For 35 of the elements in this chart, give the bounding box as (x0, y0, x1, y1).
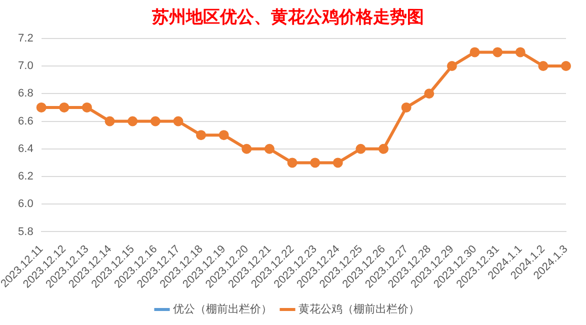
point (492, 47, 503, 58)
point (538, 61, 548, 72)
y-tick-label: 7.2 (18, 32, 34, 44)
chart-title: 苏州地区优公、黄花公鸡价格走势图 (151, 8, 424, 27)
y-tick-label: 6.4 (18, 142, 34, 155)
point (378, 144, 389, 154)
point (36, 102, 46, 112)
point (196, 130, 206, 140)
y-tick-label: 6.8 (18, 88, 34, 100)
y-tick-label: 6.0 (18, 198, 34, 210)
point (150, 116, 160, 126)
point (470, 47, 480, 58)
point (264, 144, 274, 154)
point (356, 144, 366, 154)
y-tick-label: 7.0 (18, 60, 34, 72)
point (446, 61, 457, 72)
y-tick-label: 6.2 (18, 170, 34, 183)
point (104, 116, 115, 126)
y-tick-label: 6.6 (18, 115, 34, 128)
point (424, 88, 434, 99)
point (515, 47, 526, 58)
point (561, 61, 571, 72)
point (173, 116, 184, 126)
point (128, 116, 138, 126)
point (82, 102, 92, 112)
point (401, 102, 412, 112)
y-tick-label: 5.8 (18, 226, 34, 238)
point (242, 144, 252, 154)
legend-label: 黄花公鸡（棚前出栏价） (298, 302, 420, 316)
point (310, 158, 320, 168)
point (332, 158, 343, 168)
point (218, 130, 229, 140)
legend-label: 优公（棚前出栏价） (173, 302, 272, 316)
point (59, 102, 70, 112)
point (287, 158, 298, 168)
